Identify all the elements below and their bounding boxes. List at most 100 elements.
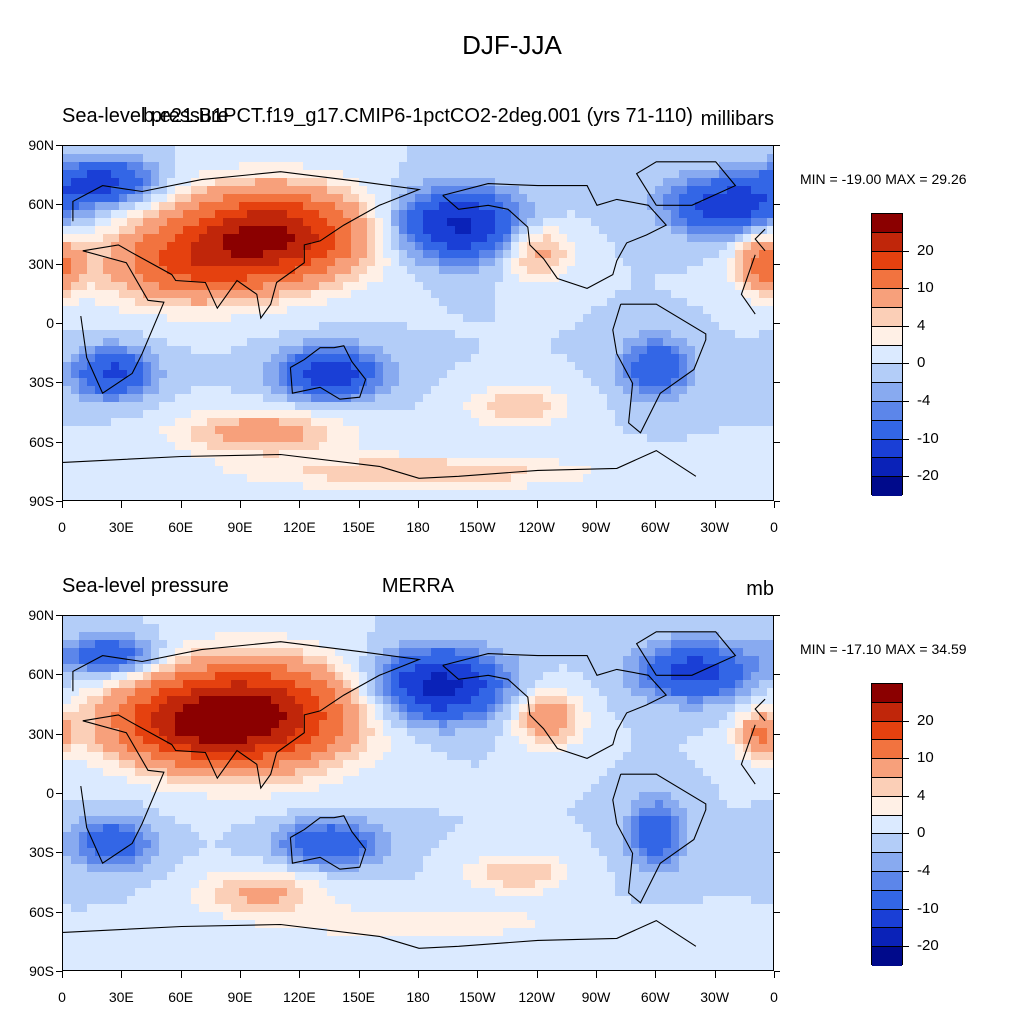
field-cell <box>87 234 95 242</box>
field-cell <box>503 234 511 242</box>
field-cell <box>103 274 111 282</box>
field-cell <box>295 482 303 490</box>
field-cell <box>535 648 543 656</box>
field-cell <box>351 648 359 656</box>
field-cell <box>103 186 111 194</box>
field-cell <box>431 688 439 696</box>
field-cell <box>663 632 671 640</box>
field-cell <box>711 616 719 624</box>
field-cell <box>287 202 295 210</box>
field-cell <box>135 410 143 418</box>
field-cell <box>439 680 447 688</box>
field-cell <box>519 146 527 154</box>
field-cell <box>575 210 583 218</box>
field-cell <box>439 210 447 218</box>
field-cell <box>607 394 615 402</box>
field-cell <box>391 170 399 178</box>
field-cell <box>519 274 527 282</box>
field-cell <box>503 688 511 696</box>
field-cell <box>79 418 87 426</box>
field-cell <box>471 298 479 306</box>
field-cell <box>695 640 703 648</box>
field-cell <box>255 314 263 322</box>
field-cell <box>695 146 703 154</box>
field-cell <box>143 218 151 226</box>
field-cell <box>127 386 135 394</box>
field-cell <box>695 434 703 442</box>
field-cell <box>135 426 143 434</box>
field-cell <box>391 474 399 482</box>
field-cell <box>167 442 175 450</box>
field-cell <box>735 314 743 322</box>
field-cell <box>431 672 439 680</box>
field-cell <box>367 242 375 250</box>
field-cell <box>407 290 415 298</box>
field-cell <box>671 474 679 482</box>
field-cell <box>703 298 711 306</box>
field-cell <box>239 234 247 242</box>
field-cell <box>183 490 191 498</box>
field-cell <box>199 426 207 434</box>
field-cell <box>615 274 623 282</box>
field-cell <box>655 242 663 250</box>
field-cell <box>759 418 767 426</box>
field-cell <box>495 632 503 640</box>
field-cell <box>295 162 303 170</box>
field-cell <box>647 362 655 370</box>
field-cell <box>167 146 175 154</box>
field-cell <box>127 418 135 426</box>
field-cell <box>151 330 159 338</box>
field-cell <box>703 474 711 482</box>
field-cell <box>527 656 535 664</box>
field-cell <box>567 624 575 632</box>
field-cell <box>319 338 327 346</box>
field-cell <box>319 434 327 442</box>
field-cell <box>447 266 455 274</box>
field-cell <box>447 282 455 290</box>
field-cell <box>423 282 431 290</box>
field-cell <box>591 330 599 338</box>
field-cell <box>727 146 735 154</box>
field-cell <box>335 210 343 218</box>
field-cell <box>719 314 727 322</box>
field-cell <box>479 250 487 258</box>
field-cell <box>335 482 343 490</box>
field-cell <box>287 498 295 500</box>
field-cell <box>751 474 759 482</box>
field-cell <box>567 418 575 426</box>
field-cell <box>79 434 87 442</box>
field-cell <box>79 394 87 402</box>
field-cell <box>311 466 319 474</box>
field-cell <box>271 298 279 306</box>
field-cell <box>383 186 391 194</box>
field-cell <box>679 656 687 664</box>
field-cell <box>599 274 607 282</box>
field-cell <box>639 274 647 282</box>
field-cell <box>447 146 455 154</box>
field-cell <box>663 378 671 386</box>
field-cell <box>295 680 303 688</box>
field-cell <box>687 394 695 402</box>
field-cell <box>351 250 359 258</box>
field-cell <box>655 362 663 370</box>
field-cell <box>231 474 239 482</box>
field-cell <box>255 346 263 354</box>
field-cell <box>527 202 535 210</box>
field-cell <box>607 258 615 266</box>
field-cell <box>367 640 375 648</box>
colorbar-tick <box>903 438 909 440</box>
field-cell <box>583 330 591 338</box>
field-cell <box>447 640 455 648</box>
field-cell <box>271 648 279 656</box>
field-cell <box>207 194 215 202</box>
field-cell <box>95 226 103 234</box>
field-cell <box>407 330 415 338</box>
field-cell <box>223 154 231 162</box>
field-cell <box>559 450 567 458</box>
field-cell <box>167 632 175 640</box>
field-cell <box>711 648 719 656</box>
field-cell <box>487 354 495 362</box>
field-cell <box>119 434 127 442</box>
field-cell <box>391 266 399 274</box>
field-cell <box>407 490 415 498</box>
